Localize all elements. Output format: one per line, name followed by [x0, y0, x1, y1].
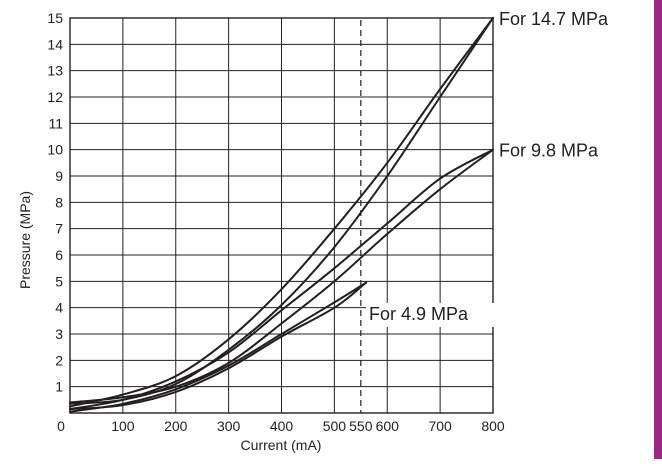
series-line-6 [69, 281, 368, 411]
grid [70, 18, 493, 413]
series-line-1 [69, 17, 494, 408]
series-annotation: For 4.9 MPa [369, 304, 469, 324]
x-tick-label: 700 [428, 418, 452, 434]
y-tick-label: 5 [55, 273, 63, 289]
series-line-4 [69, 148, 494, 404]
x-tick-labels: 0 100 200 300 400 500 550 600 700 800 [57, 418, 505, 434]
series-lines [69, 17, 494, 413]
x-tick-label: 500 [323, 418, 347, 434]
x-axis-title: Current (mA) [241, 437, 322, 453]
y-tick-label: 11 [48, 115, 63, 131]
y-tick-label: 7 [55, 221, 63, 237]
y-tick-label: 12 [47, 89, 63, 105]
x-tick-label: 300 [217, 418, 241, 434]
y-tick-label: 13 [47, 63, 63, 79]
y-tick-label: 4 [55, 300, 63, 316]
annotation-backdrop [366, 302, 497, 327]
x-tick-label: 200 [164, 418, 188, 434]
y-tick-label: 9 [55, 168, 63, 184]
y-tick-label: 1 [55, 379, 63, 395]
x-tick-label: 100 [111, 418, 135, 434]
series-annotation: For 14.7 MPa [499, 9, 609, 29]
x-tick-label: 600 [376, 418, 400, 434]
x-tick-label: 400 [270, 418, 294, 434]
y-tick-label: 10 [47, 142, 63, 158]
y-tick-label: 2 [55, 352, 63, 368]
y-tick-label: 14 [47, 36, 63, 52]
x-tick-label: 0 [57, 418, 65, 434]
y-axis-title: Pressure (MPa) [17, 191, 33, 289]
x-tick-label: 550 [349, 418, 373, 434]
y-tick-label: 6 [55, 247, 63, 263]
series-annotation: For 9.8 MPa [499, 141, 599, 161]
y-tick-label: 8 [55, 194, 63, 210]
y-tick-label: 3 [55, 326, 63, 342]
series-line-5 [69, 281, 368, 413]
x-tick-label: 800 [481, 418, 505, 434]
series-annotations: For 14.7 MPa For 9.8 MPa For 4.9 MPa [366, 9, 609, 327]
plot-frame [69, 17, 494, 414]
y-tick-label: 15 [47, 10, 63, 26]
right-edge-strip [654, 0, 662, 459]
